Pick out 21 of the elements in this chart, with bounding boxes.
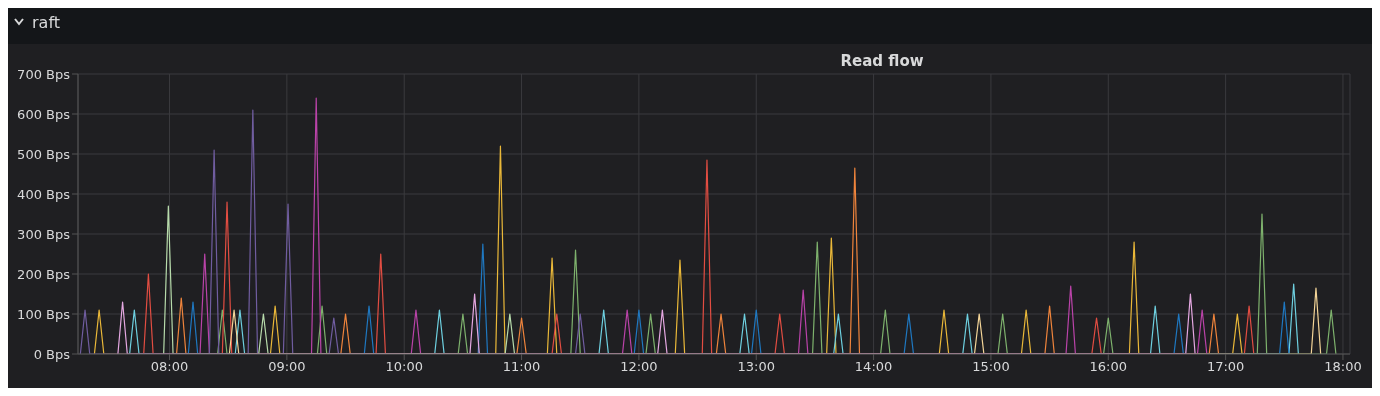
y-tick-label: 200 Bps bbox=[17, 266, 71, 282]
x-tick-label: 10:00 bbox=[385, 359, 423, 375]
x-tick-label: 13:00 bbox=[737, 359, 775, 375]
x-tick-label: 18:00 bbox=[1324, 359, 1362, 375]
y-tick-label: 700 Bps bbox=[17, 66, 71, 82]
x-tick-label: 12:00 bbox=[620, 359, 658, 375]
x-tick-label: 08:00 bbox=[150, 359, 189, 375]
x-tick-label: 11:00 bbox=[502, 359, 541, 375]
y-tick-label: 300 Bps bbox=[17, 226, 71, 242]
chart-title: Read flow bbox=[840, 52, 924, 70]
x-tick-label: 16:00 bbox=[1089, 359, 1128, 375]
y-tick-label: 0 Bps bbox=[33, 346, 71, 362]
y-tick-label: 400 Bps bbox=[17, 186, 71, 202]
chart-subtitle: raft bbox=[32, 12, 61, 32]
x-tick-label: 15:00 bbox=[972, 359, 1010, 375]
y-tick-label: 500 Bps bbox=[17, 146, 71, 162]
y-tick-label: 600 Bps bbox=[17, 106, 71, 122]
y-tick-label: 100 Bps bbox=[17, 306, 71, 322]
x-tick-label: 17:00 bbox=[1206, 359, 1245, 375]
x-tick-label: 09:00 bbox=[268, 359, 306, 375]
x-tick-label: 14:00 bbox=[854, 359, 893, 375]
